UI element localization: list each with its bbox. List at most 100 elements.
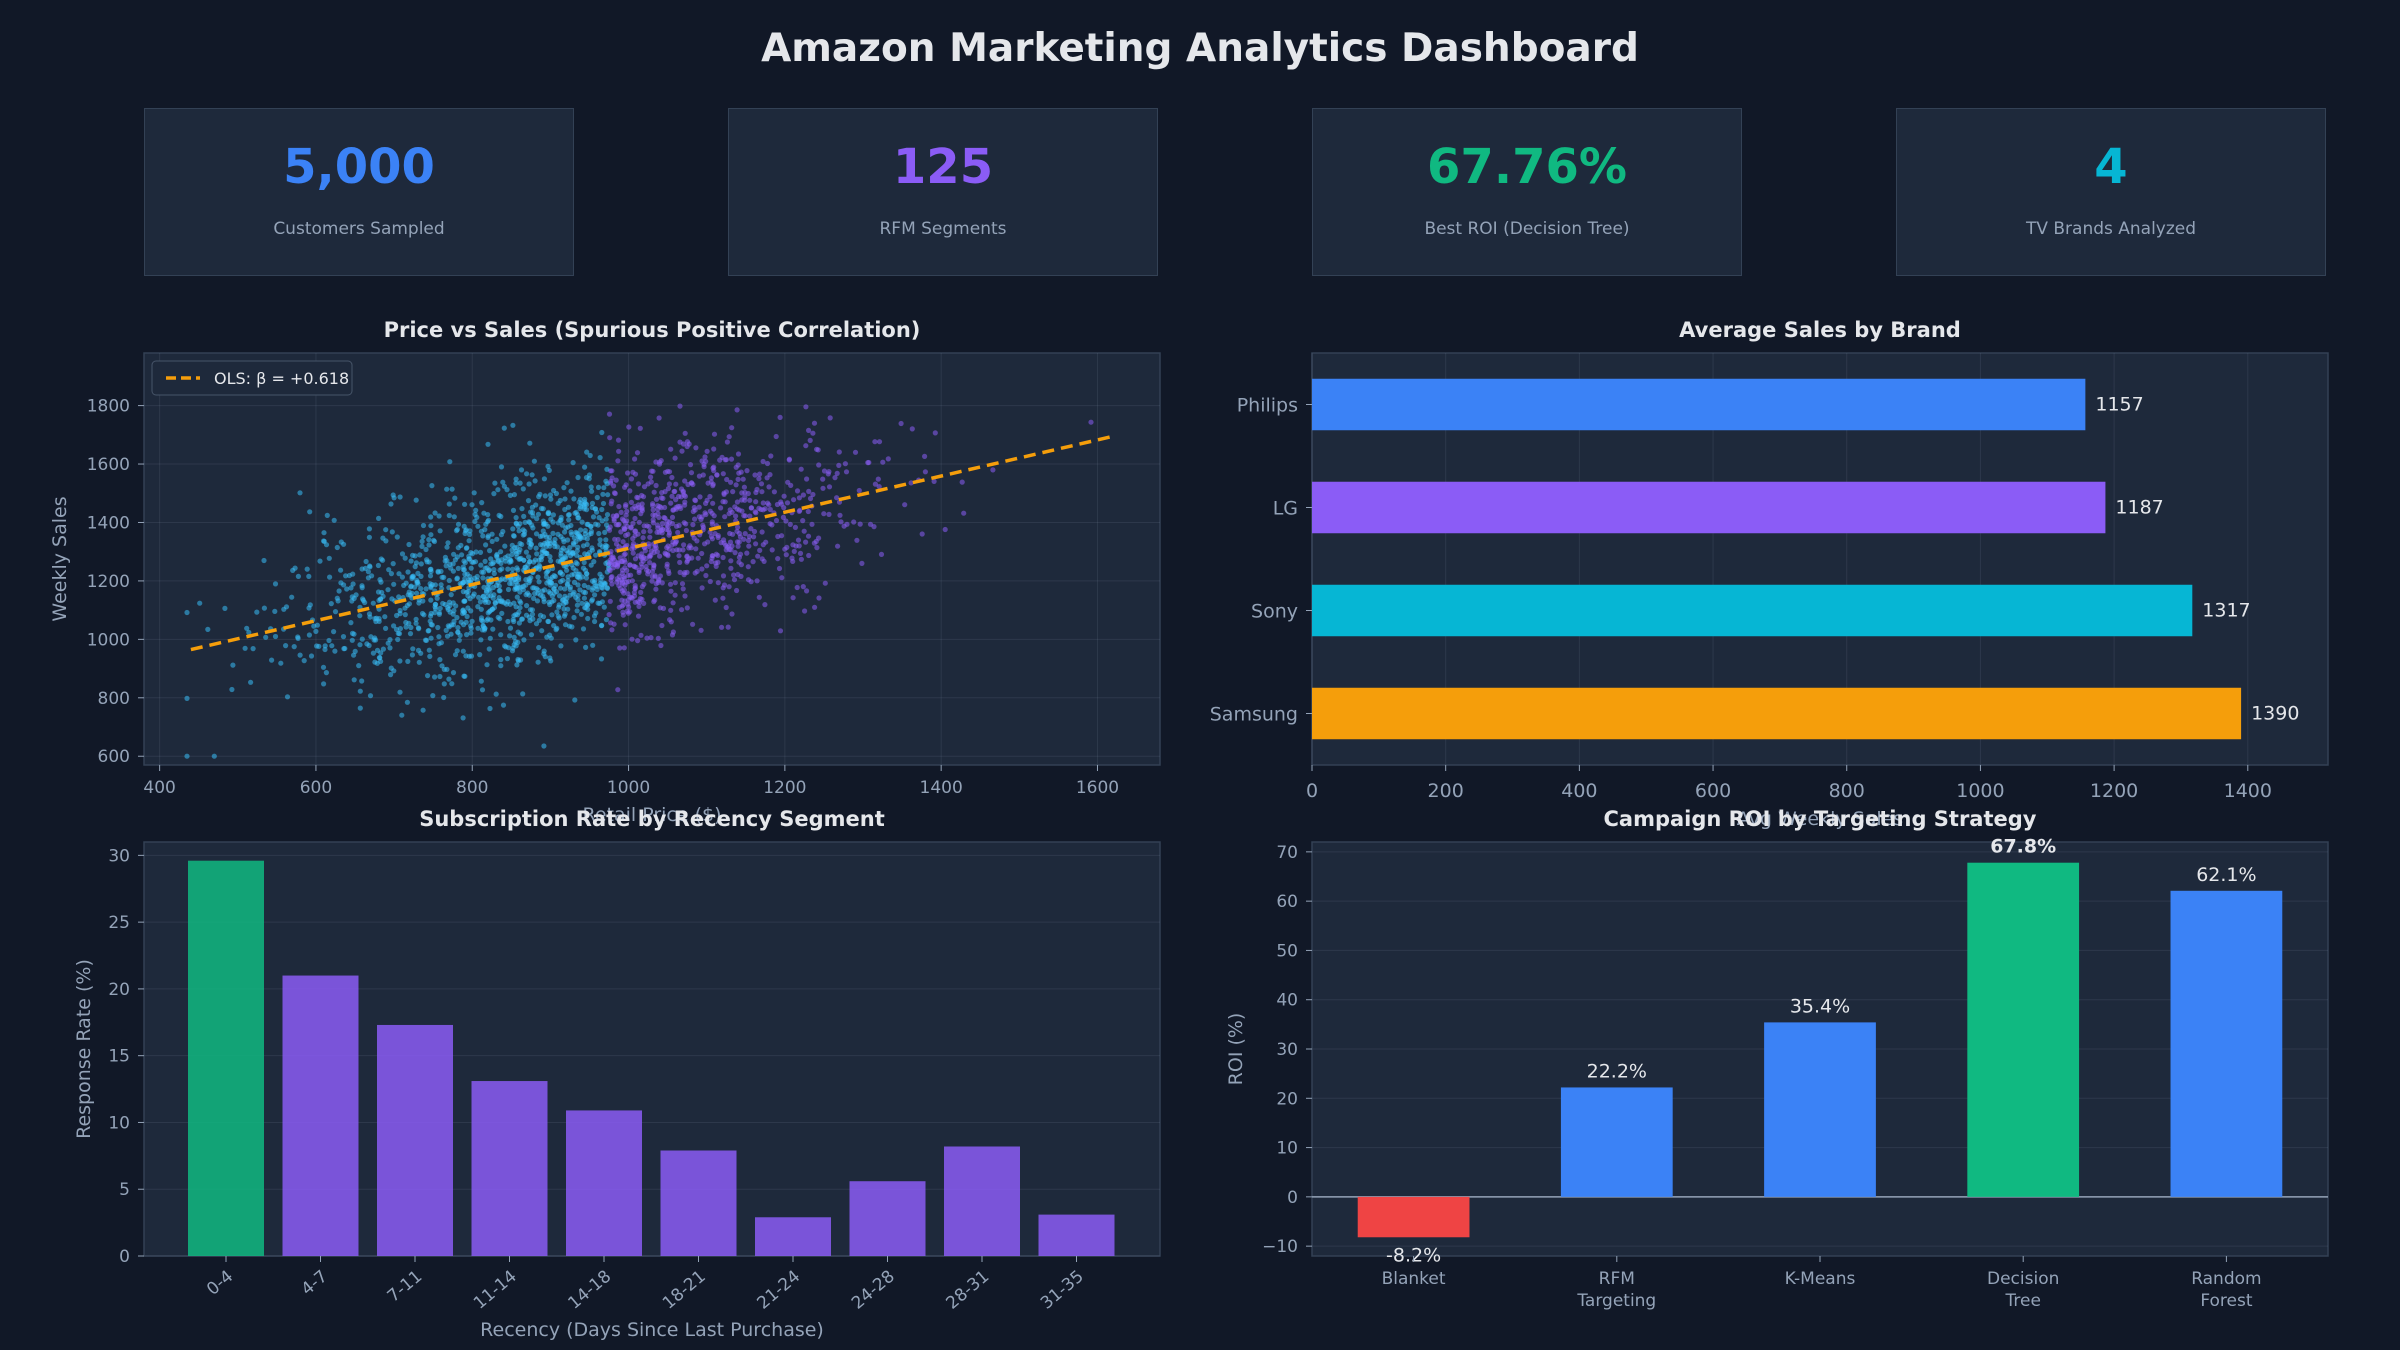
scatter-point xyxy=(284,694,291,700)
scatter-point xyxy=(514,662,520,668)
roi-bar xyxy=(1560,1087,1673,1197)
scatter-point xyxy=(584,602,591,608)
kpi-value: 67.76% xyxy=(1427,139,1627,195)
scatter-point xyxy=(713,560,719,566)
scatter-point xyxy=(502,543,508,549)
scatter-point xyxy=(635,599,641,605)
scatter-point xyxy=(625,470,631,476)
scatter-point xyxy=(601,591,607,597)
scatter-point xyxy=(443,627,449,634)
scatter-point xyxy=(446,676,452,682)
scatter-point xyxy=(480,575,486,581)
scatter-point xyxy=(415,581,421,587)
scatter-point xyxy=(541,476,548,482)
scatter-point xyxy=(554,609,560,615)
scatter-point xyxy=(555,520,562,526)
scatter-point xyxy=(641,484,648,490)
scatter-point xyxy=(697,494,703,500)
scatter-point xyxy=(418,561,424,567)
scatter-point xyxy=(615,437,622,443)
scatter-point xyxy=(942,526,948,533)
y-tick-label: 800 xyxy=(98,689,130,709)
scatter-point xyxy=(652,546,658,552)
scatter-point xyxy=(444,544,450,550)
scatter-point xyxy=(429,483,435,489)
scatter-point xyxy=(699,585,705,591)
scatter-point xyxy=(584,449,590,455)
scatter-point xyxy=(520,583,527,590)
scatter-point xyxy=(548,558,554,564)
scatter-point xyxy=(677,559,683,566)
scatter-point xyxy=(764,460,771,467)
scatter-point xyxy=(564,480,570,486)
scatter-point xyxy=(513,480,519,486)
scatter-point xyxy=(485,610,491,616)
scatter-point xyxy=(681,520,687,526)
scatter-point xyxy=(708,558,714,565)
scatter-point xyxy=(539,628,545,634)
scatter-point xyxy=(338,567,344,573)
y-tick-label: 30 xyxy=(108,846,130,866)
scatter-point xyxy=(435,624,441,631)
scatter-point xyxy=(736,470,742,476)
scatter-point xyxy=(568,488,574,494)
brand-label: LG xyxy=(1273,498,1298,520)
scatter-point xyxy=(815,447,821,453)
scatter-point xyxy=(515,629,521,635)
scatter-point xyxy=(598,656,605,662)
scatter-point xyxy=(570,460,576,466)
scatter-point xyxy=(673,538,680,545)
scatter-point xyxy=(736,539,742,545)
x-tick-label: 1400 xyxy=(2224,780,2272,802)
scatter-point xyxy=(509,542,515,549)
scatter-point xyxy=(410,552,416,559)
scatter-point xyxy=(581,534,587,541)
scatter-point xyxy=(745,537,752,544)
scatter-point xyxy=(242,645,248,651)
scatter-point xyxy=(720,554,726,561)
scatter-point xyxy=(506,559,513,565)
scatter-point xyxy=(495,487,501,493)
scatter-point xyxy=(561,606,567,612)
scatter-point xyxy=(804,476,810,482)
scatter-point xyxy=(898,420,904,427)
scatter-point xyxy=(494,536,500,542)
scatter-point xyxy=(641,600,647,607)
scatter-point xyxy=(363,558,369,565)
scatter-point xyxy=(413,620,419,626)
scatter-point xyxy=(512,639,519,645)
scatter-point xyxy=(558,550,564,556)
scatter-point xyxy=(541,520,548,527)
scatter-point xyxy=(437,673,443,680)
scatter-point xyxy=(589,488,595,494)
scatter-point xyxy=(796,495,803,501)
scatter-point xyxy=(681,542,687,548)
scatter-point xyxy=(669,474,675,481)
scatter-point xyxy=(720,573,727,579)
scatter-point xyxy=(599,518,605,524)
scatter-point xyxy=(516,528,522,534)
x-tick-label: 31-35 xyxy=(1037,1267,1088,1314)
scatter-point xyxy=(585,615,591,622)
scatter-point xyxy=(577,575,583,581)
scatter-point xyxy=(483,542,489,548)
scatter-point xyxy=(493,553,500,559)
scatter-point xyxy=(244,625,250,631)
scatter-point xyxy=(594,586,600,593)
scatter-point xyxy=(527,440,533,446)
scatter-point xyxy=(908,480,914,486)
scatter-point xyxy=(261,557,267,564)
scatter-point xyxy=(482,558,488,565)
scatter-point xyxy=(441,681,447,687)
scatter-point xyxy=(322,643,328,649)
kpi-value: 5,000 xyxy=(283,139,435,195)
scatter-point xyxy=(533,531,540,537)
scatter-point xyxy=(590,642,596,648)
scatter-point xyxy=(460,580,466,586)
scatter-point xyxy=(588,562,594,568)
kpi-card-customers: 5,000 Customers Sampled xyxy=(144,108,574,276)
y-axis-label: Weekly Sales xyxy=(49,496,71,621)
scatter-point xyxy=(798,466,804,472)
scatter-point xyxy=(783,518,789,524)
y-tick-label: −10 xyxy=(1262,1237,1298,1257)
